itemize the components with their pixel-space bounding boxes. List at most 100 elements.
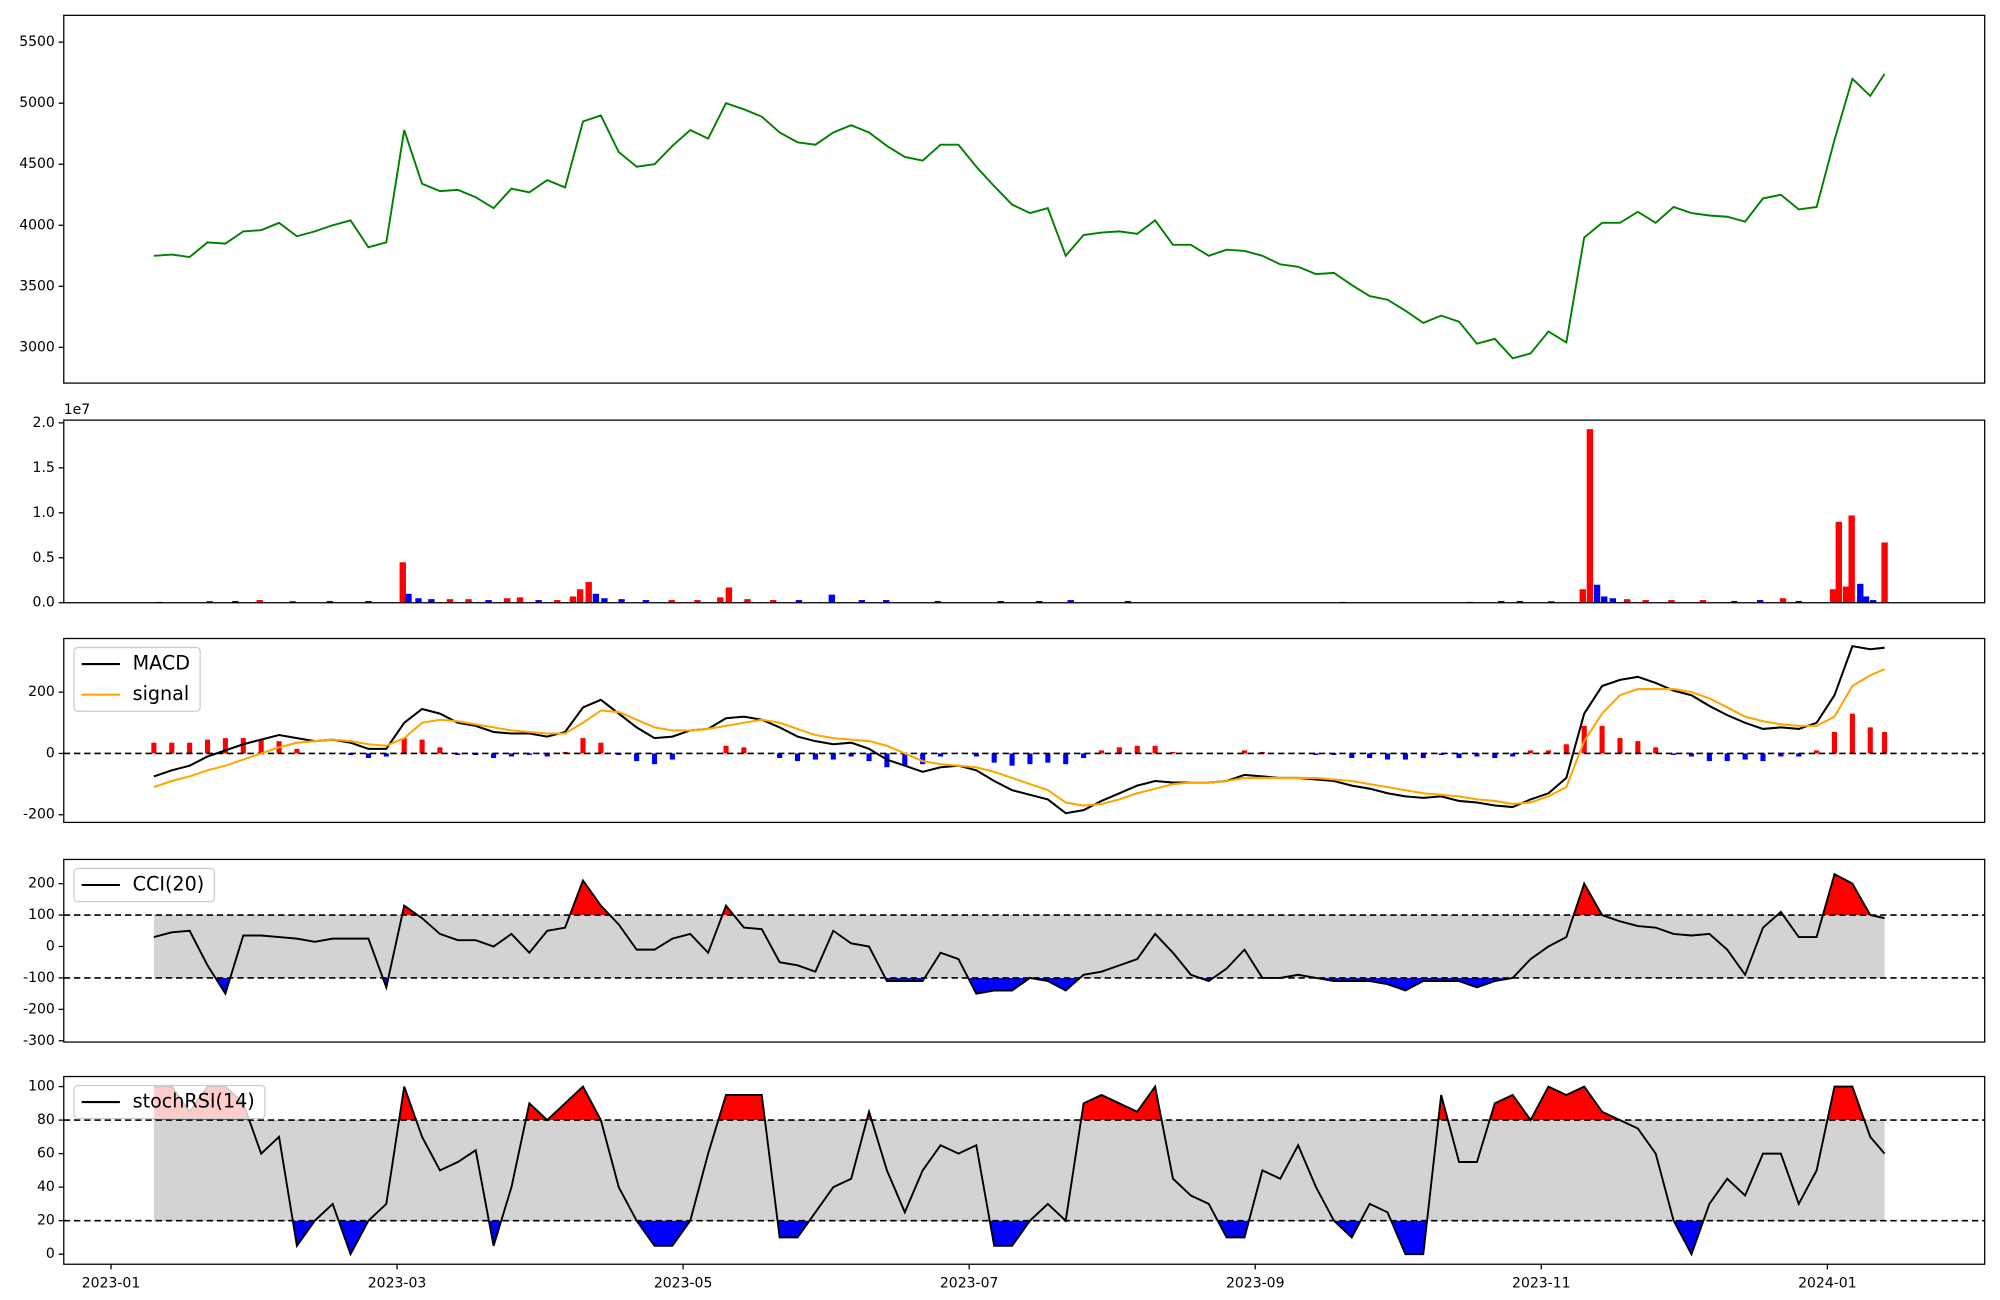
legend-box xyxy=(73,1084,266,1120)
histogram-bar xyxy=(1831,731,1838,754)
y-tick-label: 5500 xyxy=(19,34,55,50)
histogram-bar xyxy=(1635,741,1641,754)
legend-label: signal xyxy=(133,682,190,705)
histogram-bar xyxy=(669,753,675,760)
volume-bar xyxy=(569,596,577,603)
volume-bar xyxy=(365,600,372,603)
histogram-bar xyxy=(1384,753,1391,760)
y-tick-label: -300 xyxy=(23,1033,55,1049)
histogram-bar xyxy=(1653,747,1659,754)
legend-label: MACD xyxy=(133,652,190,675)
y-tick-label: 4000 xyxy=(19,217,55,233)
legend-label: CCI(20) xyxy=(133,872,205,895)
oversold-fill xyxy=(153,1220,1885,1255)
volume-bar xyxy=(668,600,675,603)
volume-bar xyxy=(795,600,803,603)
series-line xyxy=(153,1084,1886,1257)
histogram-bar xyxy=(598,742,604,754)
volume-bar xyxy=(1067,600,1074,603)
histogram-bar xyxy=(1545,750,1551,754)
y-tick-label: 0.5 xyxy=(33,550,55,566)
histogram-bar xyxy=(1438,753,1444,755)
y-tick-label: 200 xyxy=(28,684,55,700)
volume-bar xyxy=(576,589,584,603)
y-tick-label: -100 xyxy=(23,970,55,986)
histogram-bar xyxy=(920,753,926,765)
histogram-bar xyxy=(1116,747,1122,754)
plot-area xyxy=(63,645,1985,815)
panel: -300 -200 -100 0 100 200 CCI(20) xyxy=(23,858,1986,1049)
histogram-bar xyxy=(741,747,747,754)
volume-bar xyxy=(1548,600,1555,603)
neutral-band xyxy=(153,1120,1885,1221)
volume-bar xyxy=(1579,589,1586,603)
histogram-bar xyxy=(1814,750,1820,754)
histogram-bar xyxy=(634,753,640,762)
y-tick-label: -200 xyxy=(23,1001,55,1017)
volume-bar xyxy=(1795,600,1802,603)
x-tick-label: 2023-05 xyxy=(654,1275,713,1291)
volume-bar xyxy=(1842,586,1850,603)
histogram-bar xyxy=(1760,753,1766,762)
y-tick-label: 100 xyxy=(28,1079,55,1095)
histogram-bar xyxy=(240,738,246,754)
price-line xyxy=(153,73,1886,360)
panel-frame xyxy=(63,858,1986,1043)
histogram-bar xyxy=(526,753,532,755)
panel: 3000 3500 4000 4500 5000 5500 xyxy=(19,14,1986,384)
histogram-bar xyxy=(544,753,550,757)
histogram-bar xyxy=(902,753,908,766)
volume-bar xyxy=(405,593,412,603)
histogram-bar xyxy=(794,753,801,762)
volume-bar xyxy=(744,599,751,603)
volume-bar xyxy=(997,600,1004,603)
histogram-bar xyxy=(1563,744,1569,754)
histogram-bar xyxy=(437,747,443,754)
volume-bar xyxy=(232,600,239,603)
histogram-bar xyxy=(651,753,658,765)
plot-area xyxy=(153,73,1886,360)
volume-bar xyxy=(1036,600,1043,603)
volume-bar xyxy=(1829,589,1837,603)
histogram-bar xyxy=(1474,753,1480,757)
volume-bar xyxy=(516,597,524,603)
histogram-bar xyxy=(258,739,264,754)
histogram-bar xyxy=(169,742,175,754)
histogram-bar xyxy=(812,753,818,760)
histogram-bar xyxy=(1456,753,1462,759)
y-tick-label: 0 xyxy=(46,1246,55,1262)
histogram-bar xyxy=(1134,745,1140,754)
histogram-bar xyxy=(1313,753,1319,755)
volume-bar xyxy=(1601,596,1608,603)
histogram-bar xyxy=(508,753,515,757)
y-tick-label: 3500 xyxy=(19,278,55,294)
histogram-bar xyxy=(1528,750,1534,754)
volume-bar xyxy=(1498,600,1505,603)
y-tick-label: 200 xyxy=(28,876,55,892)
volume-bar xyxy=(485,600,492,603)
panel: -200 0 200 MACD signal xyxy=(23,637,1986,824)
volume-bar xyxy=(326,600,334,603)
volume-bar xyxy=(1623,599,1631,603)
y-tick-label: 40 xyxy=(37,1179,55,1195)
histogram-bar xyxy=(491,753,497,759)
series-line xyxy=(153,668,1885,807)
volume-bar xyxy=(289,600,296,603)
y-tick-label: -200 xyxy=(23,807,55,823)
volume-bar xyxy=(399,562,406,603)
histogram-bar xyxy=(1617,738,1623,754)
histogram-bar xyxy=(365,753,371,759)
volume-bar xyxy=(1779,598,1787,603)
histogram-bar xyxy=(723,745,729,754)
y-tick-label: 5000 xyxy=(19,95,55,111)
y-tick-label: 0.0 xyxy=(33,595,55,611)
histogram-bar xyxy=(1098,750,1105,754)
histogram-bar xyxy=(1796,753,1802,757)
histogram-bar xyxy=(1367,753,1373,759)
volume-bar xyxy=(1869,600,1877,603)
y-tick-label: 20 xyxy=(37,1213,55,1229)
volume-bar xyxy=(717,597,724,603)
volume-bar xyxy=(883,600,890,603)
neutral-band xyxy=(153,915,1885,978)
volume-bar xyxy=(1124,600,1132,603)
